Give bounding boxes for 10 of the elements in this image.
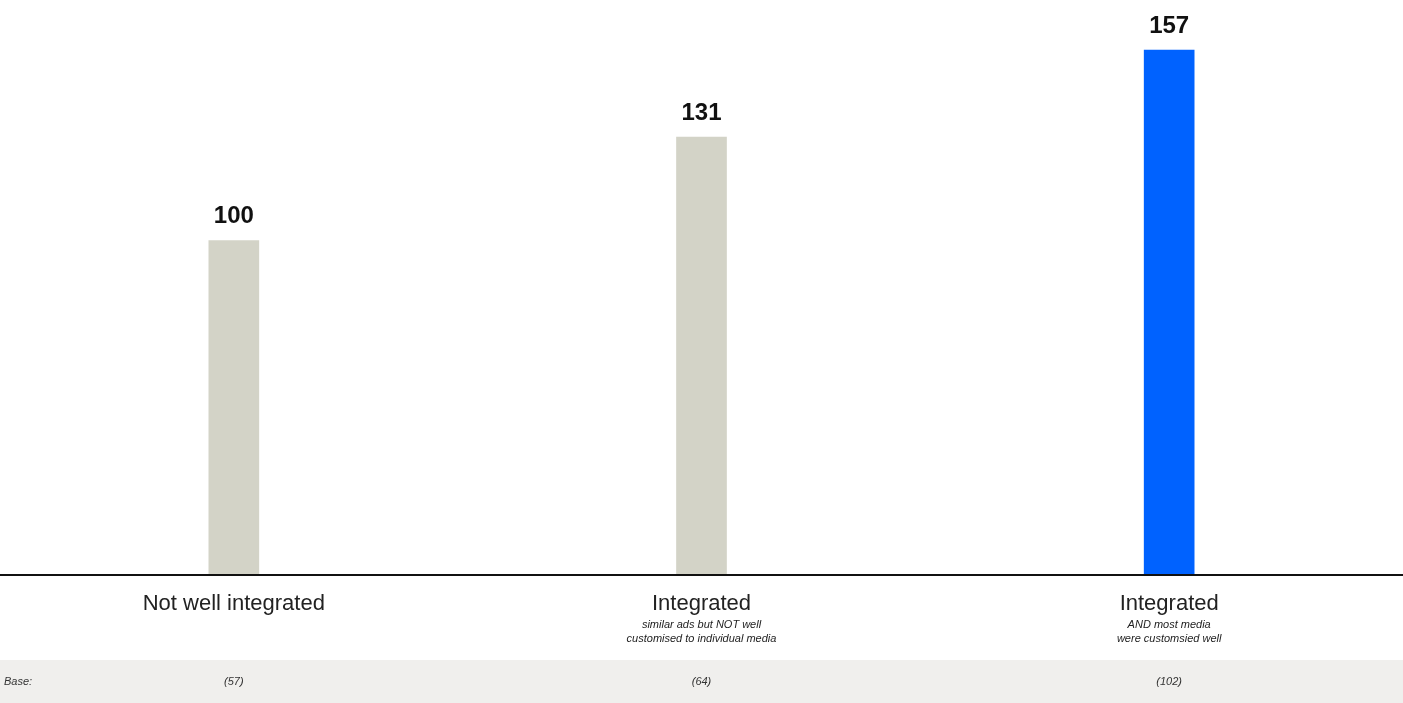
text: Base: xyxy=(4,675,33,688)
data-label: 131 xyxy=(681,97,722,125)
x-tick-label: Integrated AND most media were customsied well xyxy=(1116,590,1222,644)
data-label: 100 xyxy=(213,201,254,229)
text: (64) xyxy=(691,675,712,688)
text: (57) xyxy=(224,675,244,688)
x-tick-label: Not well integrated xyxy=(142,590,325,616)
text: (102) xyxy=(1156,675,1183,688)
data-label: 157 xyxy=(1149,10,1190,38)
x-tick-label: Integrated similar ads but NOT well customised to individual media xyxy=(626,590,777,644)
